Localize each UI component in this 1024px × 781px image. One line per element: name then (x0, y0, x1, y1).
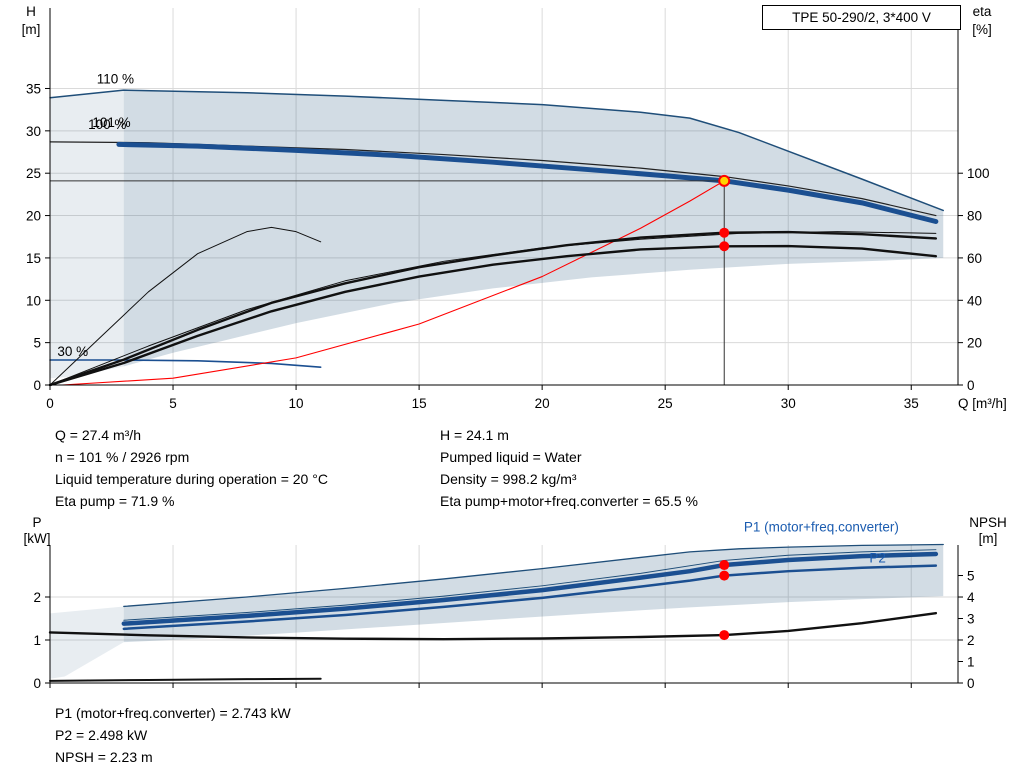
curve-30pct (49, 359, 322, 369)
eta-duty-points (719, 241, 730, 252)
right-tick-label: 60 (967, 251, 982, 266)
label-110pct: 110 % (97, 71, 134, 86)
eta-pump-curve-thin (49, 231, 937, 386)
right-tick-label: 0 (967, 676, 975, 691)
right-axis-title: [m] (979, 531, 998, 546)
duty-info-left: Q = 27.4 m³/h n = 101 % / 2926 rpm Liqui… (55, 424, 328, 512)
curve-110pct (49, 89, 944, 212)
x-tick-label: 25 (658, 396, 673, 411)
power-npsh-chart: P1 (motor+freq.converter) P2 0 1 2 0 1 2 3 4 5 P[kW… (24, 515, 1007, 691)
info-line-eta-pump: Eta pump = 71.9 % (55, 493, 175, 509)
right-tick-label: 20 (967, 336, 982, 351)
x-axis-title: Q [m³/h] (958, 396, 1007, 411)
power-duty-points (719, 560, 730, 571)
left-tick-label: 1 (33, 633, 41, 648)
p1-110pct-thin-line (123, 549, 937, 621)
label-101pct: 101 % (92, 115, 130, 130)
left-tick-label: 5 (33, 336, 41, 351)
eta-duty-points (719, 227, 730, 238)
right-axis-title: eta (973, 4, 992, 19)
power-info: P1 (motor+freq.converter) = 2.743 kW P2 … (55, 702, 291, 768)
right-tick-label: 2 (967, 633, 975, 648)
x-tick-label: 10 (289, 396, 304, 411)
npsh-duty-point (719, 630, 730, 641)
info-line-eta-total: Eta pump+motor+freq.converter = 65.5 % (440, 493, 698, 509)
left-tick-label: 30 (26, 124, 41, 139)
x-tick-label: 0 (46, 396, 54, 411)
duty-point (718, 174, 731, 187)
left-tick-label: 20 (26, 209, 41, 224)
label-30pct: 30 % (57, 344, 88, 359)
info-line-p1: P1 (motor+freq.converter) = 2.743 kW (55, 705, 291, 721)
power-envelope-light (50, 606, 124, 679)
operating-envelope-light (50, 90, 124, 379)
right-tick-label: 80 (967, 209, 982, 224)
eta-total-curve (48, 244, 938, 387)
x-tick-label: 15 (412, 396, 427, 411)
left-tick-label: 10 (26, 293, 41, 308)
left-tick-label: 2 (33, 590, 41, 605)
left-tick-label: 25 (26, 166, 41, 181)
pump-curve-101pct (116, 141, 939, 224)
left-tick-label: 15 (26, 251, 41, 266)
right-tick-label: 5 (967, 569, 975, 584)
left-tick-label: 35 (26, 81, 41, 96)
right-tick-label: 40 (967, 293, 982, 308)
right-tick-label: 100 (967, 166, 990, 181)
qh-eta-chart: 110 % 100 %101 % 30 % 0 5 10 15 20 25 30 35 0 5 10 15 2… (22, 4, 1007, 411)
p2-curve (122, 564, 938, 631)
left-axis-title: P (32, 515, 41, 530)
info-line-h: H = 24.1 m (440, 427, 509, 443)
x-tick-label: 20 (535, 396, 550, 411)
info-line-speed: n = 101 % / 2926 rpm (55, 449, 190, 465)
info-line-liquid: Pumped liquid = Water (440, 449, 582, 465)
label-p2: P2 (869, 551, 886, 566)
left-axis-title: [m] (22, 22, 41, 37)
info-line-p2: P2 = 2.498 kW (55, 727, 148, 743)
left-axis-title: H (26, 4, 36, 19)
pump-model-box: TPE 50-290/2, 3*400 V (762, 5, 961, 30)
operating-envelope (123, 90, 944, 367)
right-tick-label: 0 (967, 378, 975, 393)
info-line-q: Q = 27.4 m³/h (55, 427, 141, 443)
duty-info-right: H = 24.1 m Pumped liquid = Water Density… (440, 424, 698, 512)
pump-model-label: TPE 50-290/2, 3*400 V (792, 10, 931, 25)
label-p1: P1 (motor+freq.converter) (744, 520, 899, 535)
npsh-curve (48, 611, 938, 641)
right-axis-title: NPSH (969, 515, 1007, 530)
power-duty-points (719, 570, 730, 581)
system-curve (61, 180, 725, 386)
info-line-npsh: NPSH = 2.23 m (55, 749, 153, 765)
eta-curve-reduced-speed (49, 226, 322, 386)
power-envelope (123, 544, 944, 643)
info-line-temperature: Liquid temperature during operation = 20… (55, 471, 328, 487)
right-axis-title: [%] (972, 22, 992, 37)
left-tick-label: 0 (33, 676, 41, 691)
left-tick-label: 0 (33, 378, 41, 393)
x-tick-label: 30 (781, 396, 796, 411)
right-tick-label: 3 (967, 612, 975, 627)
right-tick-label: 4 (967, 590, 975, 605)
x-tick-label: 5 (169, 396, 177, 411)
left-axis-title: [kW] (24, 531, 51, 546)
x-tick-label: 35 (904, 396, 919, 411)
label-100pct: 100 % (88, 117, 126, 132)
right-tick-label: 1 (967, 655, 975, 670)
p2-min-speed-curve (49, 677, 322, 682)
power-envelope-top-line (123, 543, 944, 608)
info-line-density: Density = 998.2 kg/m³ (440, 471, 577, 487)
p1-curve (121, 551, 939, 626)
